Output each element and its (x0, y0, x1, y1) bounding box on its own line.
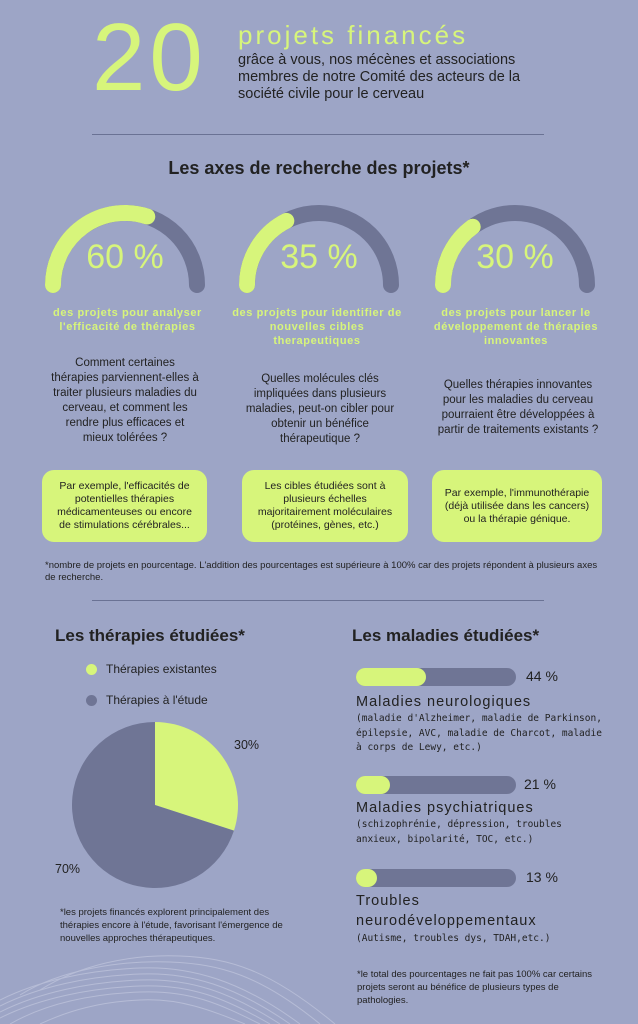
axis-question: Quelles molécules clés impliquées dans p… (245, 373, 395, 445)
gauge-fill (435, 218, 481, 293)
disease-name: Troubles neurodéveloppementaux (356, 893, 537, 929)
bar-fill (356, 776, 390, 794)
projects-description: grâce à vous, nos mécènes et association… (238, 52, 521, 102)
disease-percent: 21 % (524, 776, 556, 792)
disease-percent: 13 % (526, 869, 558, 885)
legend-label: Thérapies existantes (106, 662, 217, 676)
divider (92, 134, 544, 135)
axis-example: Les cibles étudiées sont à plusieurs éch… (242, 470, 408, 542)
axis-lead: des projets pour lancer le développement… (433, 307, 599, 347)
divider (92, 600, 544, 601)
gauge-efficacy (40, 200, 210, 295)
projects-count: 20 (92, 4, 207, 111)
axis-question: Quelles thérapies innovantes pour les ma… (437, 379, 599, 436)
disease-bar-neuro (356, 668, 516, 686)
gauge-percent: 60 % (86, 238, 164, 276)
disease-description: (schizophrénie, dépression, troubles anx… (356, 819, 562, 845)
gauge-fill (239, 212, 295, 293)
gauge-percent: 30 % (476, 238, 554, 276)
legend-label: Thérapies à l'étude (106, 693, 208, 707)
therapies-footnote: *les projets financés explorent principa… (60, 907, 283, 944)
disease-description: (Autisme, troubles dys, TDAH,etc.) (356, 933, 551, 944)
gauge-innovative (430, 200, 600, 295)
projects-title: projets financés (238, 20, 469, 50)
pie-label-existing: 30% (234, 738, 260, 752)
axes-footnote: *nombre de projets en pourcentage. L'add… (45, 560, 598, 583)
axis-lead: des projets pour identifier de nouvelles… (232, 307, 402, 347)
bar-fill (356, 668, 427, 686)
gauge-percent: 35 % (280, 238, 358, 276)
pie-slice-existing (155, 722, 239, 831)
axes-section-title: Les axes de recherche des projets* (168, 158, 470, 178)
therapies-pie-chart (72, 722, 239, 888)
gauge-fill (45, 205, 156, 293)
disease-name: Maladies neurologiques (356, 694, 532, 710)
bar-fill (356, 869, 377, 887)
legend-swatch-existing (86, 664, 97, 675)
disease-bar-neurodev (356, 869, 516, 887)
disease-name: Maladies psychiatriques (356, 800, 534, 816)
therapies-title: Les thérapies étudiées* (55, 626, 245, 645)
disease-bar-psych (356, 776, 516, 794)
diseases-footnote: *le total des pourcentages ne fait pas 1… (357, 969, 593, 1006)
legend-swatch-study (86, 695, 97, 706)
pie-slice-study (72, 722, 234, 888)
disease-description: (maladie d'Alzheimer, maladie de Parkins… (356, 713, 602, 753)
disease-percent: 44 % (526, 668, 558, 684)
axis-question: Comment certaines thérapies parviennent-… (51, 357, 199, 444)
diseases-title: Les maladies étudiées* (352, 626, 540, 645)
gauge-targets (234, 200, 404, 295)
axis-lead: des projets pour analyser l'efficacité d… (53, 307, 202, 333)
axis-example: Par exemple, l'immunothérapie (déjà util… (432, 470, 602, 542)
axis-example: Par exemple, l'efficacités de potentiell… (42, 470, 207, 542)
decorative-lines (0, 955, 336, 1024)
pie-label-study: 70% (55, 862, 81, 876)
